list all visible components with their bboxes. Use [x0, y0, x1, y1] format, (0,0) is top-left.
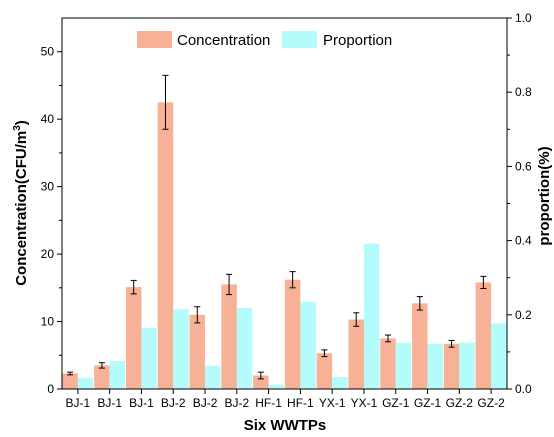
x-tick-label: GZ-2	[446, 396, 474, 410]
x-tick-label: YX-1	[351, 396, 378, 410]
y-right-tick-label: 0.4	[515, 234, 532, 248]
bar-concentration	[316, 353, 333, 389]
y-right-tick-label: 1.0	[515, 11, 532, 25]
ticks-layer: 0 10 20 30 40 50 0.0 0.2 0.4 0.6 0.8 1.0 BJ-1 BJ-1 BJ-…	[41, 11, 532, 410]
x-tick-label: HF-1	[255, 396, 282, 410]
bar-concentration	[475, 282, 492, 389]
bar-concentration	[189, 314, 206, 389]
bar-concentration	[157, 102, 174, 390]
bar-concentration	[284, 279, 301, 389]
bar-proportion	[300, 301, 316, 389]
y-right-tick-label: 0.8	[515, 85, 532, 99]
y-right-tick-label: 0.0	[515, 382, 532, 396]
y-left-tick-label: 20	[41, 247, 55, 261]
bar-proportion	[205, 365, 221, 389]
bar-proportion	[459, 342, 475, 389]
bar-proportion	[141, 327, 157, 389]
legend-swatch-concentration	[137, 31, 172, 48]
bar-concentration	[443, 343, 460, 389]
legend-label-concentration: Concentration	[177, 32, 270, 49]
bar-proportion	[395, 342, 412, 389]
y-left-tick-label: 0	[47, 382, 54, 396]
y-left-tick-label: 50	[41, 45, 55, 59]
bar-proportion	[268, 384, 285, 389]
bar-concentration	[380, 338, 396, 389]
x-tick-label: GZ-2	[477, 396, 505, 410]
y-right-tick-label: 0.2	[515, 308, 532, 322]
bar-concentration	[348, 319, 364, 389]
x-axis-title: Six WWTPs	[244, 417, 327, 434]
y-left-tick-label: 30	[41, 180, 55, 194]
bars-layer	[62, 74, 507, 390]
legend-swatch-proportion	[282, 31, 317, 48]
x-tick-label: BJ-2	[161, 396, 186, 410]
y-axis-right-title: proportion(%)	[536, 146, 553, 245]
x-tick-label: BJ-2	[224, 396, 249, 410]
legend: Concentration Proportion	[137, 31, 392, 49]
bar-concentration	[221, 284, 237, 389]
x-tick-label: GZ-1	[382, 396, 410, 410]
x-tick-label: YX-1	[319, 396, 346, 410]
y-right-tick-label: 0.6	[515, 159, 532, 173]
bar-proportion	[109, 361, 126, 389]
bar-proportion	[332, 377, 348, 389]
x-tick-label: HF-1	[287, 396, 314, 410]
x-tick-label: BJ-1	[129, 396, 154, 410]
bar-proportion	[77, 377, 94, 389]
x-tick-label: BJ-1	[97, 396, 122, 410]
bar-proportion	[236, 308, 253, 389]
y-axis-left-title: Concentration(CFU/m3)	[12, 120, 30, 286]
bar-concentration	[412, 303, 428, 389]
y-left-tick-label: 40	[41, 112, 55, 126]
y-left-tick-label: 10	[41, 315, 55, 329]
bar-concentration	[94, 365, 110, 389]
bar-proportion	[491, 323, 507, 389]
bar-proportion	[427, 343, 444, 389]
bar-concentration	[62, 373, 78, 389]
x-tick-label: GZ-1	[414, 396, 442, 410]
legend-label-proportion: Proportion	[323, 32, 392, 49]
bar-concentration	[125, 287, 142, 389]
bar-proportion	[363, 243, 380, 389]
bar-proportion	[173, 309, 189, 389]
bar-concentration	[253, 375, 269, 389]
x-tick-label: BJ-2	[193, 396, 218, 410]
x-tick-label: BJ-1	[66, 396, 91, 410]
